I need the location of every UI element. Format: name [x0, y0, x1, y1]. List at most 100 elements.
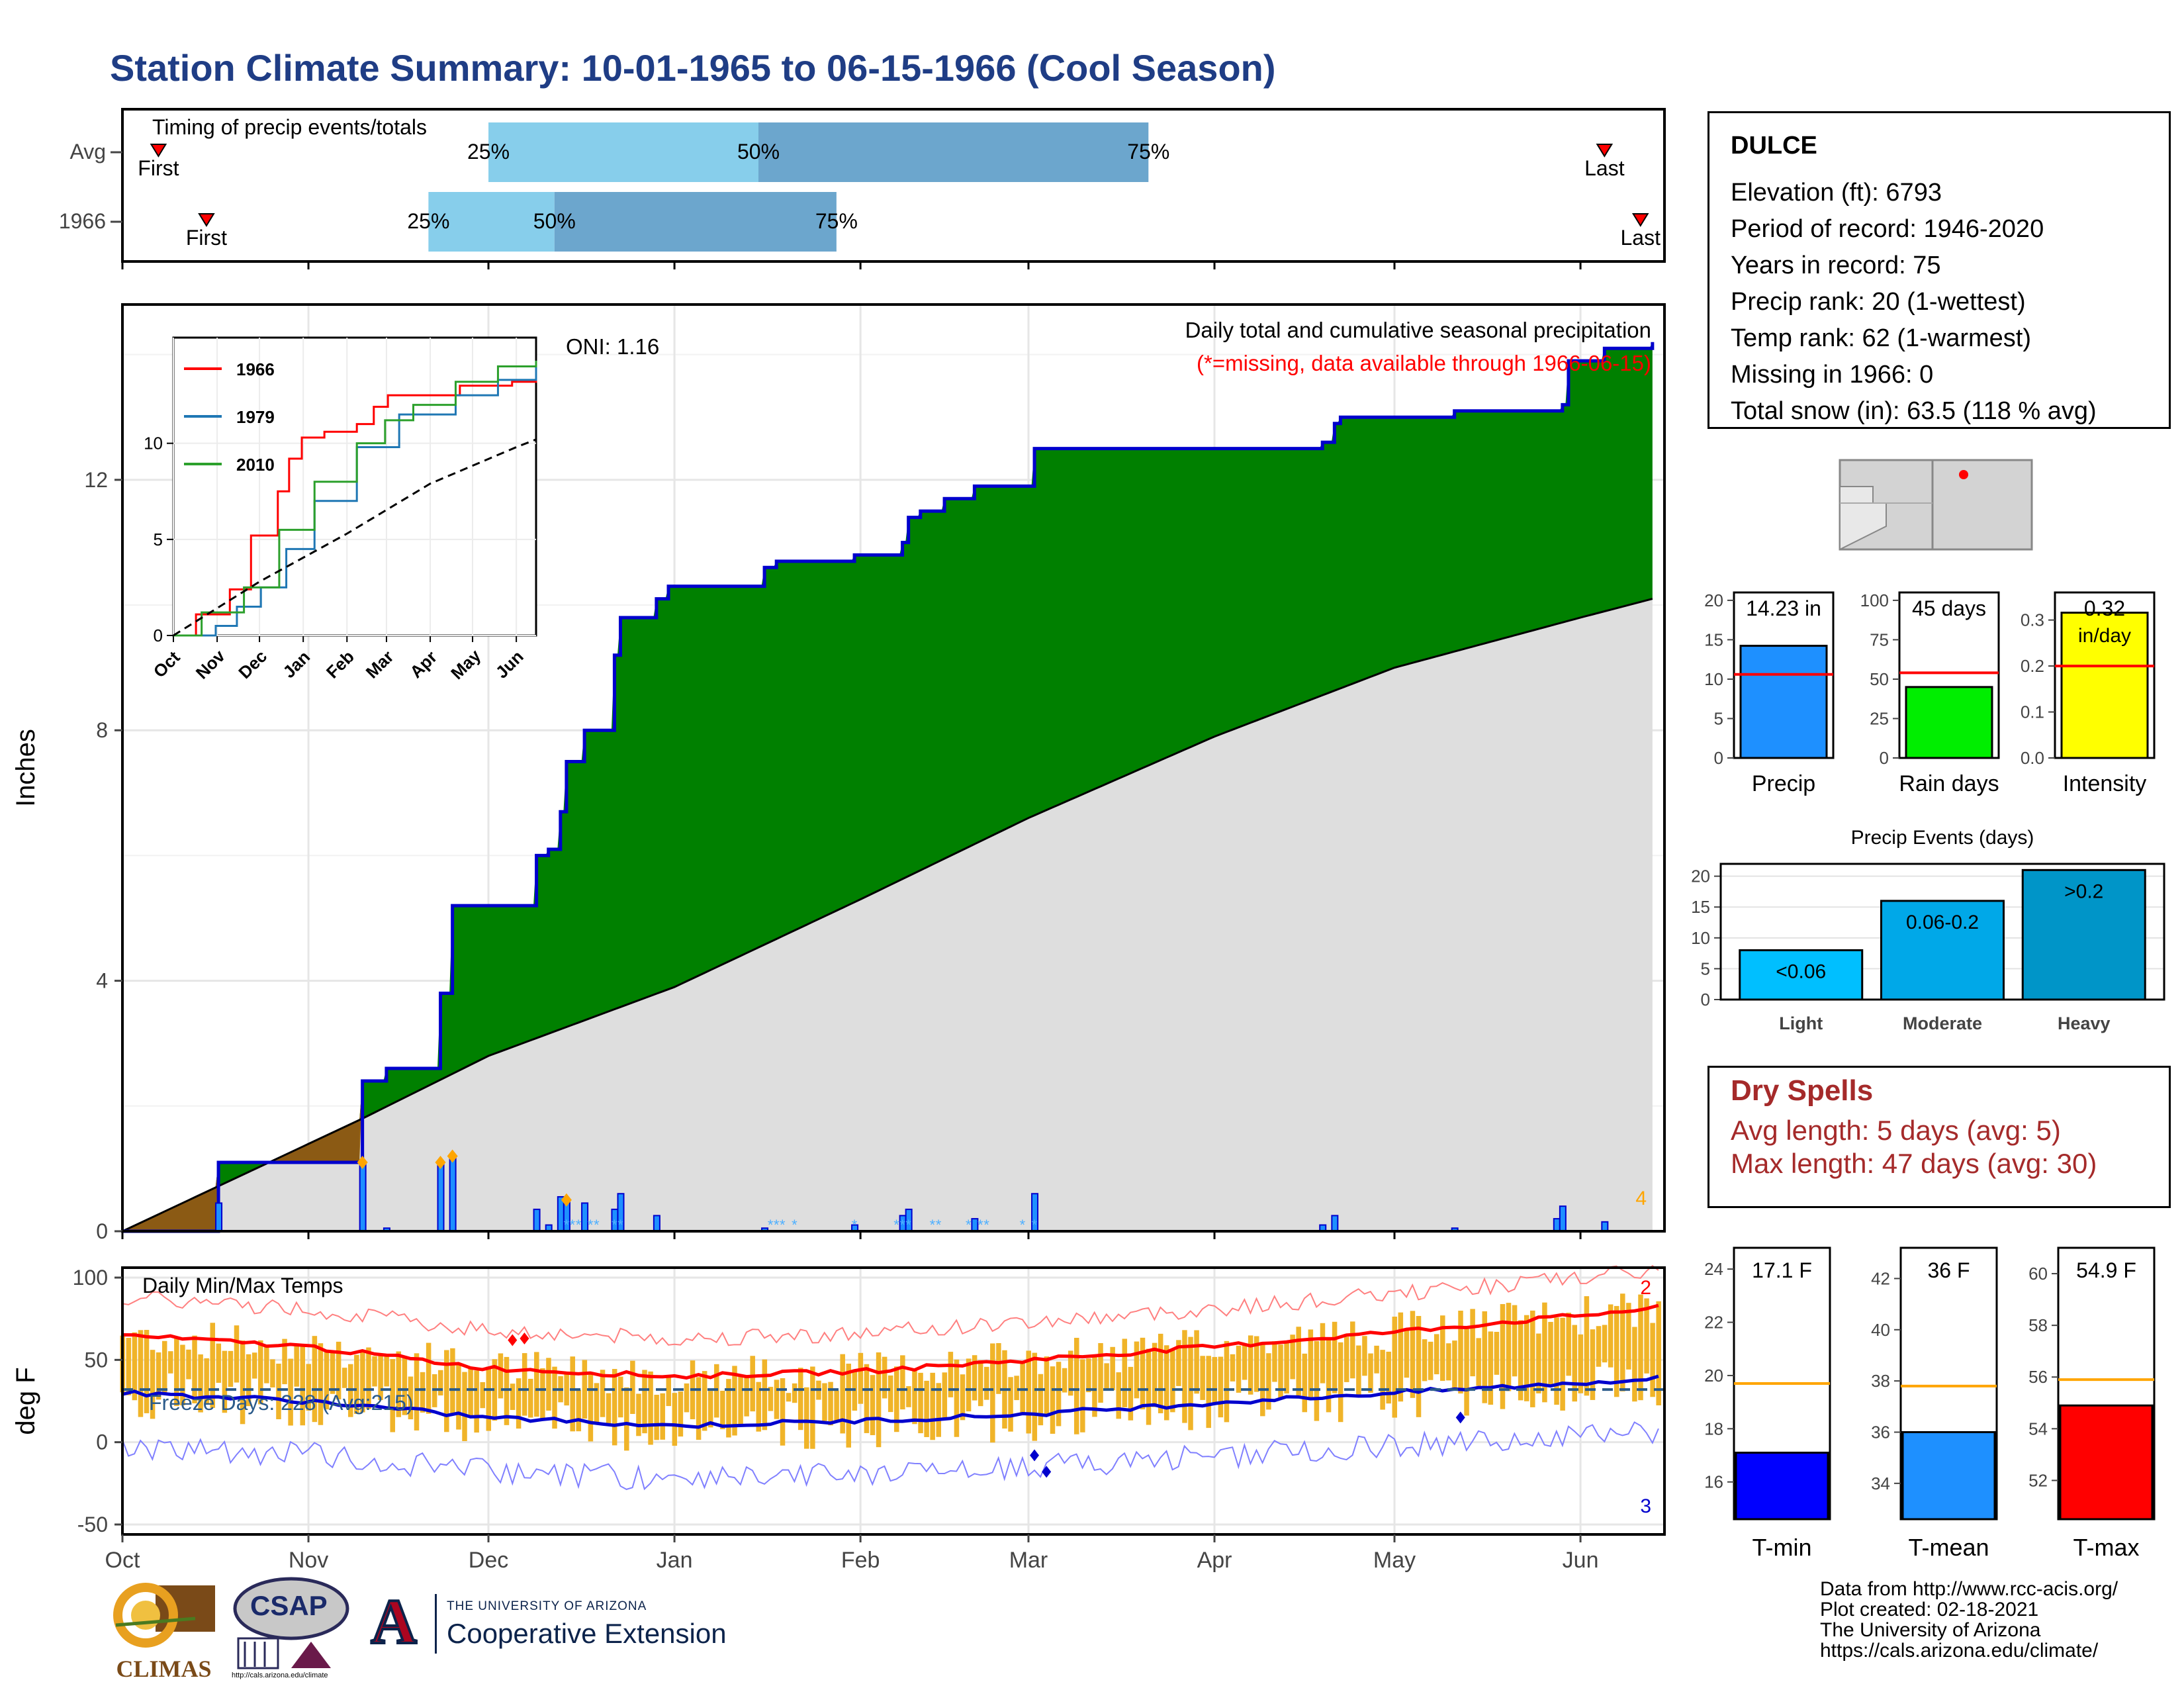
daily-temp-bar [1512, 1305, 1518, 1377]
side-y-label: 0.0 [2021, 748, 2044, 768]
side-y-label: 15 [1704, 630, 1723, 649]
daily-temp-bar [312, 1336, 318, 1423]
daily-temp-bar [396, 1351, 402, 1417]
temp-summary-category-label: T-mean [1908, 1534, 1989, 1561]
daily-temp-bar [402, 1358, 408, 1415]
temp-summary-y-label: 54 [2028, 1419, 2048, 1438]
temp-summary-category-label: T-min [1752, 1534, 1812, 1561]
daily-temp-bar [378, 1355, 383, 1401]
station-line: Years in record: 75 [1731, 252, 1941, 279]
daily-temp-bar [996, 1342, 1001, 1394]
daily-temp-bar [780, 1378, 786, 1446]
daily-temp-bar [264, 1346, 269, 1383]
side-bar-category-label: Precip [1752, 771, 1815, 796]
daily-temp-bar [1080, 1359, 1085, 1432]
daily-temp-bar [438, 1370, 443, 1396]
daily-temp-bar [1110, 1346, 1115, 1391]
daily-temp-bar [1542, 1302, 1547, 1403]
daily-temp-bar [990, 1343, 995, 1443]
events-bar [2021, 868, 2146, 1001]
daily-temp-bar [1050, 1366, 1056, 1434]
daily-temp-bar [1176, 1340, 1181, 1386]
daily-temp-bar [1590, 1329, 1596, 1400]
oni-annotation: ONI: 1.16 [566, 334, 659, 359]
daily-temp-bar [1476, 1338, 1481, 1386]
temp-summary-y-label: 20 [1704, 1366, 1723, 1385]
temp-frame [121, 1266, 1666, 1536]
y-tick-label: 0 [96, 1219, 108, 1243]
daily-temp-bar [1458, 1310, 1463, 1394]
side-y-label: 50 [1870, 669, 1889, 689]
events-bar-label: 0.06-0.2 [1906, 912, 1979, 933]
daily-temp-bar [150, 1350, 156, 1419]
daily-precip-bar [1601, 1221, 1609, 1232]
daily-temp-bar [797, 1368, 803, 1430]
timing-p50-label: 50% [737, 140, 780, 164]
daily-precip-bar [449, 1155, 457, 1232]
daily-temp-bar [1650, 1323, 1655, 1397]
events-y-label: 10 [1691, 928, 1710, 948]
daily-temp-bar [1206, 1356, 1211, 1429]
daily-temp-bar [660, 1393, 665, 1440]
record-low-marker-icon [1030, 1449, 1040, 1462]
x-tick-label: Nov [289, 1548, 328, 1573]
snow-marker-icon [561, 1193, 572, 1207]
daily-temp-bar [246, 1354, 251, 1407]
daily-temp-bar [498, 1353, 504, 1399]
daily-temp-bar [228, 1350, 234, 1387]
csap-logo-text: CSAP [250, 1590, 328, 1621]
side-y-label: 100 [1860, 590, 1889, 610]
y-tick-label: 8 [96, 718, 108, 742]
daily-temp-bar [1170, 1350, 1175, 1413]
temp-summary-y-label: 24 [1704, 1259, 1723, 1279]
daily-temp-bar [1440, 1315, 1445, 1382]
daily-temp-bar [1338, 1342, 1343, 1423]
daily-temp-bar [684, 1383, 690, 1413]
daily-temp-bar [1518, 1320, 1524, 1401]
daily-precip-bar [437, 1161, 445, 1232]
daily-temp-bar [1422, 1339, 1428, 1382]
daily-temp-bar [1343, 1336, 1349, 1382]
daily-temp-bar [1056, 1362, 1062, 1427]
daily-temp-bar [1602, 1325, 1608, 1363]
daily-temp-bar [234, 1325, 240, 1383]
temp-summary-y-label: 42 [1871, 1268, 1890, 1288]
daily-temp-bar [1482, 1311, 1488, 1403]
daily-temp-bar [372, 1356, 377, 1387]
daily-temp-bar [1164, 1345, 1169, 1421]
timing-bar-50-75 [554, 192, 837, 252]
avg-cumulative-fill [122, 598, 1653, 1231]
temp-summary-y-label: 38 [1871, 1371, 1890, 1391]
missing-marker: * [768, 1217, 774, 1233]
daily-temp-bar [1428, 1341, 1433, 1380]
daily-temp-bar [390, 1359, 395, 1432]
daily-temp-bar [1158, 1333, 1163, 1413]
daily-temp-bar [1092, 1354, 1097, 1417]
side-bar-value-label: 14.23 in [1746, 596, 1821, 620]
daily-temp-bar [251, 1352, 257, 1379]
side-bar-value [1739, 645, 1828, 759]
x-tick-label: Feb [841, 1548, 880, 1573]
side-bar-value-label: 0.32 [2084, 596, 2125, 620]
y-tick-label: 4 [96, 969, 108, 993]
events-y-label: 20 [1691, 867, 1710, 886]
inset-y-label: 0 [154, 626, 163, 645]
station-line: Period of record: 1946-2020 [1731, 215, 2044, 243]
daily-temp-bar [366, 1347, 371, 1409]
events-title: Precip Events (days) [1851, 827, 2034, 849]
temp-summary-bar [1735, 1452, 1829, 1521]
daily-temp-bar [744, 1377, 749, 1417]
daily-temp-bar [258, 1340, 263, 1405]
daily-temp-bar [1182, 1330, 1187, 1423]
daily-precip-bar [1331, 1215, 1339, 1232]
y-tick-label: 12 [84, 468, 108, 492]
daily-temp-bar [1332, 1321, 1338, 1393]
events-y-label: 15 [1691, 897, 1710, 917]
missing-marker: * [570, 1217, 576, 1233]
credit-line: The University of Arizona [1820, 1619, 2041, 1641]
daily-temp-bar [1026, 1350, 1031, 1434]
side-bar-category-label: Rain days [1899, 771, 1999, 796]
temp-summary-y-label: 22 [1704, 1313, 1723, 1333]
station-line: Missing in 1966: 0 [1731, 361, 1934, 389]
freeze-days-label: Freeze Days: 228 (Avg:215) [149, 1391, 414, 1415]
